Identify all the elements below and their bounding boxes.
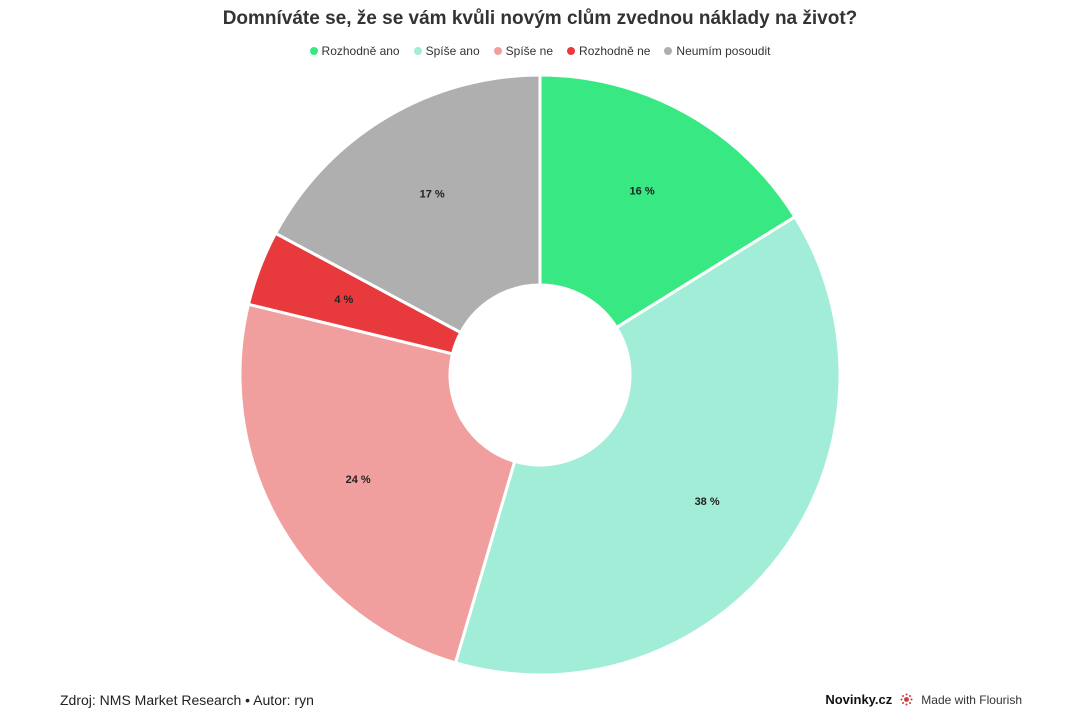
flourish-credit-link[interactable]: Made with Flourish: [921, 692, 1022, 707]
slice-value-label: 16 %: [630, 185, 655, 197]
chart-title: Domníváte se, že se vám kvůli novým clům…: [222, 8, 858, 29]
legend-item-spise-ano[interactable]: Spíše ano: [413, 44, 480, 58]
footer-branding: Novinky.cz Made with Flourish: [825, 692, 1022, 707]
legend-label: Rozhodně ne: [579, 44, 651, 58]
slice-value-label: 17 %: [420, 189, 445, 201]
legend-swatch-icon: [567, 47, 576, 55]
donut-slice-2[interactable]: [453, 214, 842, 677]
legend-item-rozhodne-ano[interactable]: Rozhodně ano: [309, 44, 400, 58]
donut-slice-5[interactable]: [273, 73, 542, 335]
legend-swatch-icon: [413, 47, 422, 55]
chart-legend: Rozhodně ano Spíše ano Spíše ne Rozhodně…: [0, 44, 1080, 58]
legend-swatch-icon: [309, 47, 318, 55]
donut-slice-1[interactable]: [538, 73, 797, 330]
legend-item-neumim-posoudit[interactable]: Neumím posoudit: [664, 44, 770, 58]
slice-value-label: 24 %: [346, 474, 371, 486]
novinky-logo[interactable]: Novinky.cz: [825, 692, 893, 707]
legend-label: Rozhodně ano: [321, 44, 400, 58]
legend-label: Spíše ne: [505, 44, 554, 58]
slice-value-label: 38 %: [695, 496, 720, 508]
legend-item-rozhodne-ne[interactable]: Rozhodně ne: [567, 44, 650, 58]
legend-item-spise-ne[interactable]: Spíše ne: [493, 44, 554, 58]
donut-slice-3[interactable]: [238, 302, 517, 665]
legend-swatch-icon: [493, 47, 502, 55]
legend-label: Neumím posoudit: [676, 44, 771, 58]
flourish-logo-icon: [900, 693, 913, 706]
slice-value-label: 4 %: [334, 294, 353, 306]
footer-source: Zdroj: NMS Market Research • Autor: ryn: [60, 692, 314, 708]
legend-swatch-icon: [664, 47, 673, 55]
legend-label: Spíše ano: [425, 44, 480, 58]
